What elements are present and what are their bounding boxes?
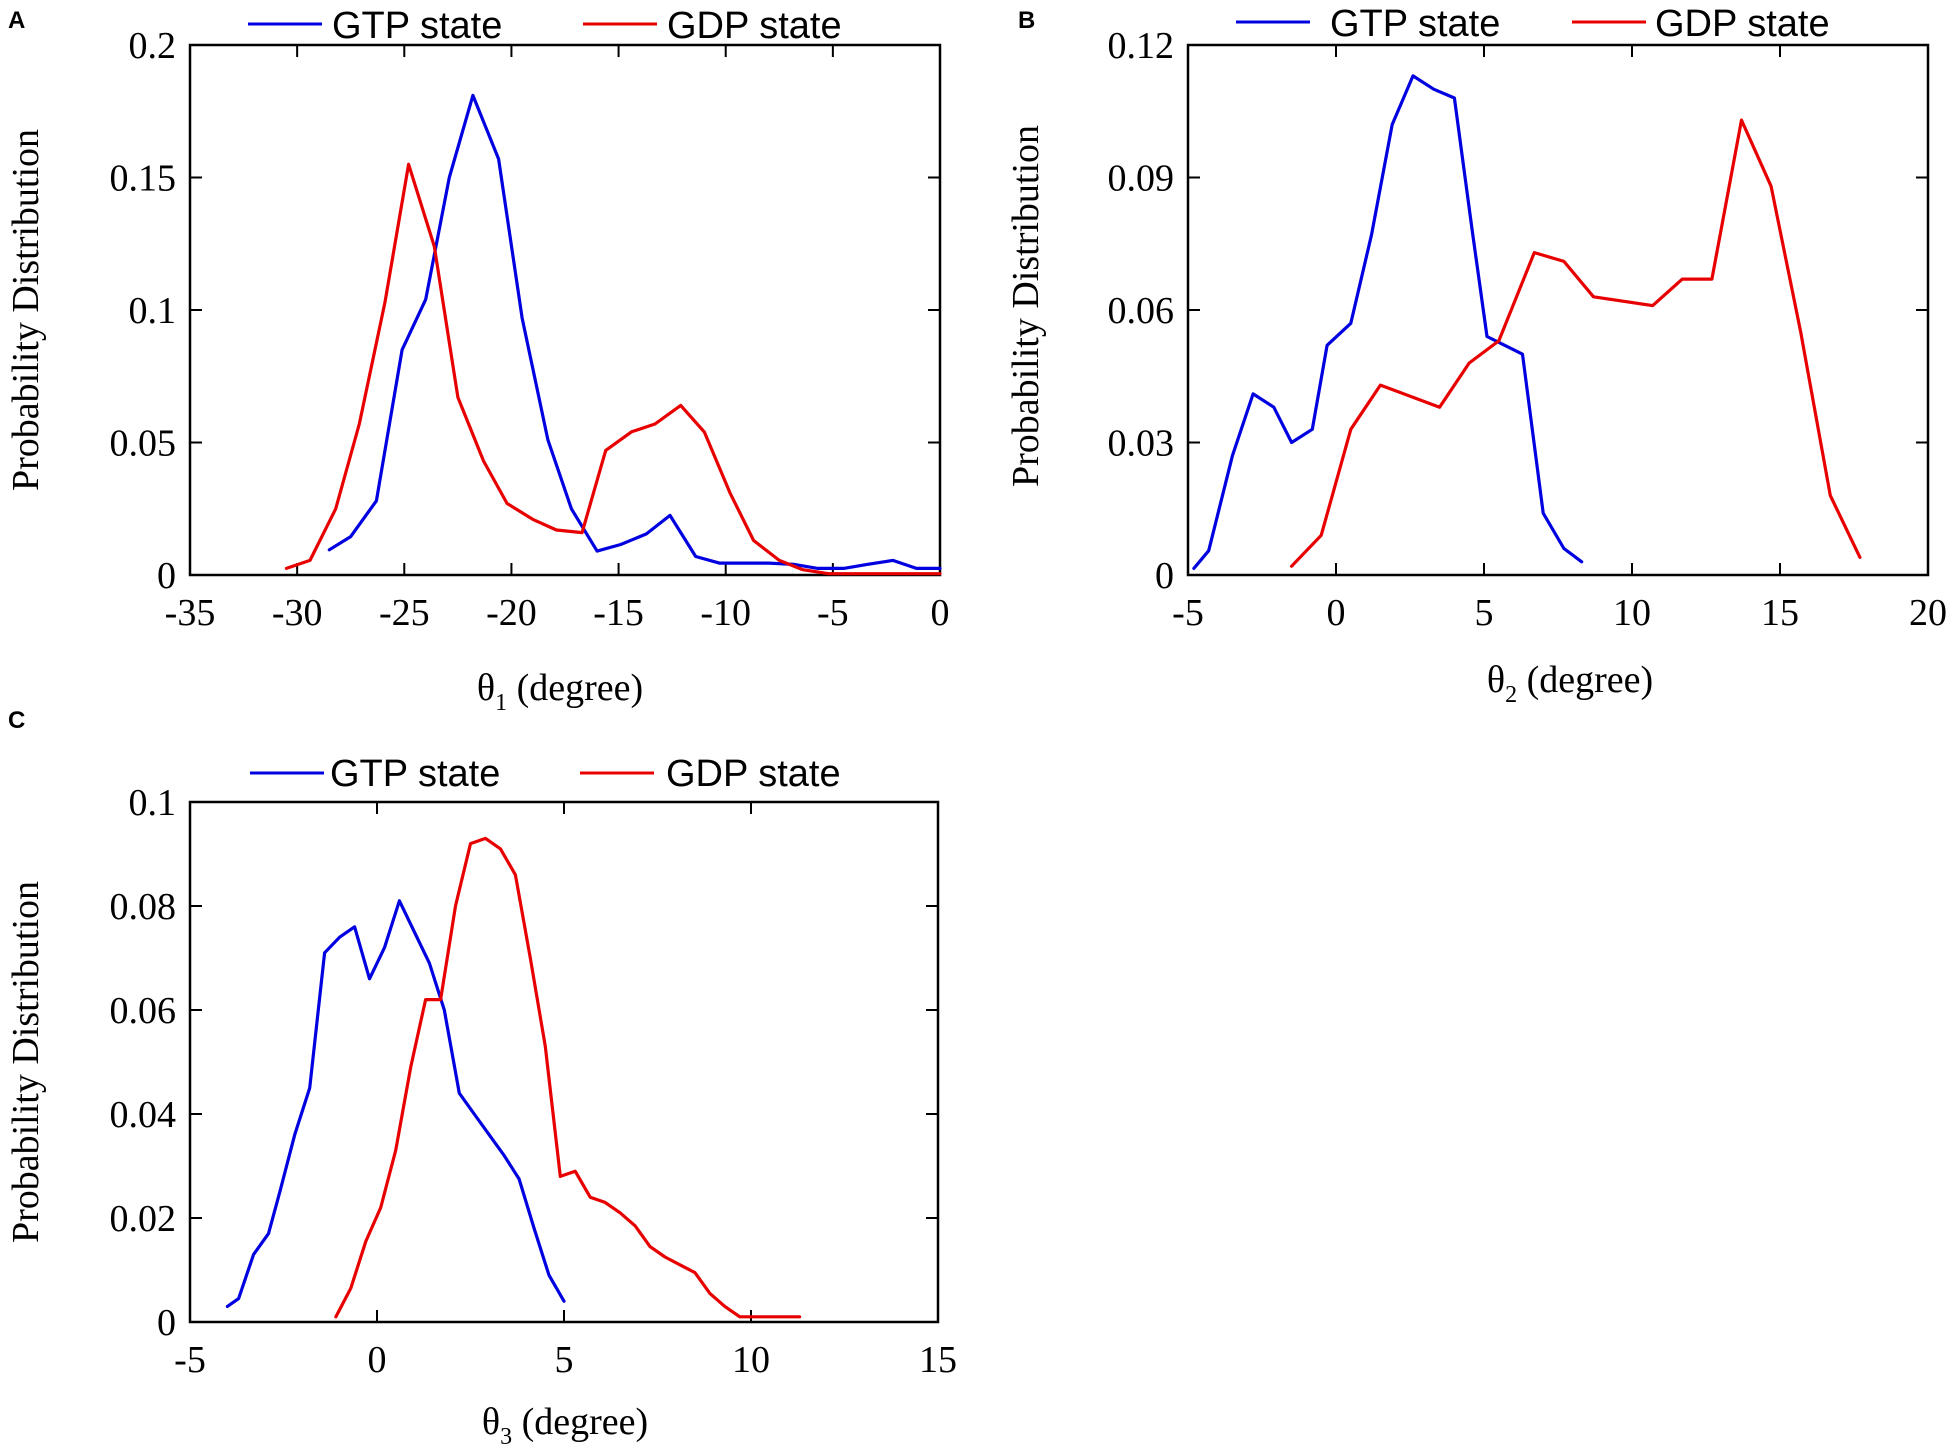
y-tick-label: 0.02 bbox=[110, 1198, 177, 1240]
y-tick-label: 0.2 bbox=[129, 25, 177, 67]
x-tick-labels: -35 -30 -25 -20 -15 -10 -5 0 bbox=[165, 592, 950, 634]
y-tick-label: 0.1 bbox=[129, 290, 177, 332]
x-axis-label: θ3 (degree) bbox=[482, 1401, 648, 1450]
x-axis-label-unit: (degree) bbox=[517, 667, 644, 709]
series-layer bbox=[1192, 74, 1862, 571]
y-axis-label: Probability Distribution bbox=[5, 129, 47, 491]
x-axis-label: θ2 (degree) bbox=[1487, 659, 1653, 708]
legend-label-gdp: GDP state bbox=[1655, 3, 1830, 45]
y-tick-label: 0.1 bbox=[129, 782, 177, 824]
y-tick-label: 0.06 bbox=[110, 990, 177, 1032]
ticks bbox=[189, 44, 941, 576]
x-tick-label: 10 bbox=[1613, 592, 1651, 634]
series-line-gtp bbox=[327, 93, 942, 571]
x-tick-labels: -5 0 5 10 15 bbox=[174, 1339, 957, 1381]
x-tick-label: -35 bbox=[165, 592, 216, 634]
ticks bbox=[1187, 44, 1929, 576]
y-tick-label: 0.04 bbox=[110, 1094, 177, 1136]
y-tick-label: 0 bbox=[1155, 555, 1174, 597]
plot-frame bbox=[1186, 43, 1930, 577]
legend-label-gdp: GDP state bbox=[667, 5, 842, 47]
y-tick-label: 0.05 bbox=[110, 423, 177, 465]
x-axis-label-spacer bbox=[507, 667, 517, 709]
x-tick-label: -5 bbox=[817, 592, 849, 634]
x-tick-label: 15 bbox=[1761, 592, 1799, 634]
panel-letter-b: B bbox=[1018, 7, 1035, 34]
legend-label-gtp: GTP state bbox=[330, 753, 500, 795]
series-line-gtp bbox=[225, 899, 566, 1309]
y-tick-label: 0.06 bbox=[1108, 290, 1175, 332]
y-tick-label: 0.12 bbox=[1108, 25, 1175, 67]
x-tick-label: 5 bbox=[555, 1339, 574, 1381]
x-tick-label: 20 bbox=[1909, 592, 1947, 634]
x-axis-label: θ1 (degree) bbox=[477, 667, 643, 716]
x-tick-label: -5 bbox=[174, 1339, 206, 1381]
x-axis-label-subscript: 2 bbox=[1505, 682, 1517, 708]
y-tick-labels: 0 0.03 0.06 0.09 0.12 bbox=[1108, 25, 1175, 597]
x-tick-label: 15 bbox=[919, 1339, 957, 1381]
series-line-gdp bbox=[334, 836, 802, 1319]
y-tick-label: 0 bbox=[157, 555, 176, 597]
x-tick-label: -10 bbox=[700, 592, 751, 634]
plot-frame bbox=[188, 800, 940, 1324]
x-axis-label-theta: θ bbox=[477, 667, 495, 709]
x-tick-label: -15 bbox=[593, 592, 644, 634]
ticks bbox=[189, 801, 939, 1323]
panel-b: B GTP state GDP state -5 0 5 10 15 20 00.030.… bbox=[1005, 3, 1947, 708]
x-axis-label-unit: (degree) bbox=[522, 1401, 649, 1443]
x-tick-labels: -5 0 5 10 15 20 bbox=[1172, 592, 1947, 634]
series-layer bbox=[284, 93, 942, 576]
y-axis-label: Probability Distribution bbox=[5, 881, 47, 1243]
panel-letter-c: C bbox=[8, 707, 25, 734]
legend-label-gtp: GTP state bbox=[1330, 3, 1500, 45]
y-tick-label: 0.15 bbox=[110, 158, 177, 200]
x-tick-label: 10 bbox=[732, 1339, 770, 1381]
y-tick-label: 0.08 bbox=[110, 886, 177, 928]
x-tick-label: -25 bbox=[379, 592, 430, 634]
series-line-gdp bbox=[1289, 118, 1862, 568]
y-tick-label: 0.03 bbox=[1108, 423, 1175, 465]
series-line-gdp bbox=[284, 162, 942, 576]
x-axis-label-subscript: 1 bbox=[495, 690, 507, 716]
x-tick-label: 0 bbox=[368, 1339, 387, 1381]
x-tick-label: -5 bbox=[1172, 592, 1204, 634]
x-axis-label-theta: θ bbox=[482, 1401, 500, 1443]
x-tick-label: 5 bbox=[1475, 592, 1494, 634]
x-tick-label: -30 bbox=[272, 592, 323, 634]
x-axis-label-spacer bbox=[512, 1401, 522, 1443]
legend: GTP state GDP state bbox=[1236, 3, 1830, 45]
x-tick-label: 0 bbox=[931, 592, 950, 634]
x-tick-label: -20 bbox=[486, 592, 537, 634]
y-tick-label: 0 bbox=[157, 1302, 176, 1344]
panel-letter-a: A bbox=[8, 7, 25, 34]
legend: GTP state GDP state bbox=[248, 5, 842, 47]
y-tick-labels: 0 0.02 0.04 0.06 0.08 0.1 bbox=[110, 782, 177, 1344]
x-axis-label-spacer bbox=[1517, 659, 1527, 701]
y-tick-labels: 0 0.05 0.1 0.15 0.2 bbox=[110, 25, 177, 597]
x-axis-label-unit: (degree) bbox=[1527, 659, 1654, 701]
legend: GTP state GDP state bbox=[250, 753, 841, 795]
panel-a: A GTP state GDP state -35 -30 -25 -20 -15 -10… bbox=[5, 5, 950, 716]
y-tick-label: 0.09 bbox=[1108, 158, 1175, 200]
y-axis-label: Probability Distribution bbox=[1005, 125, 1047, 487]
plot-frame bbox=[188, 43, 942, 577]
x-tick-label: 0 bbox=[1327, 592, 1346, 634]
legend-label-gdp: GDP state bbox=[666, 753, 841, 795]
series-line-gtp bbox=[1192, 74, 1584, 571]
x-axis-label-theta: θ bbox=[1487, 659, 1505, 701]
legend-label-gtp: GTP state bbox=[332, 5, 502, 47]
panel-c: C GTP state GDP state -5 0 5 10 15 00.020.04… bbox=[5, 707, 957, 1450]
x-axis-label-subscript: 3 bbox=[500, 1424, 512, 1450]
series-layer bbox=[225, 836, 802, 1319]
